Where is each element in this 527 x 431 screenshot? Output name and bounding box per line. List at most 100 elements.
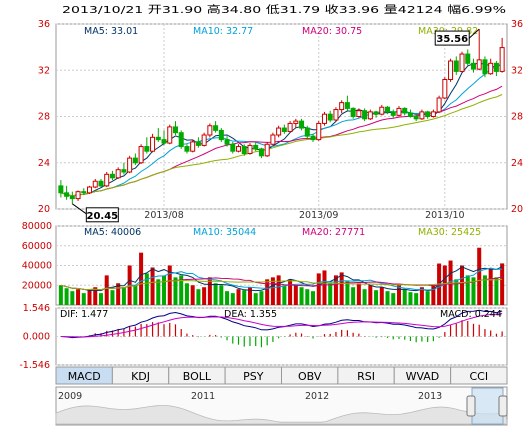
volume-bar: [460, 265, 465, 305]
volume-bar: [328, 283, 333, 305]
volume-ytick: 20000: [22, 280, 52, 291]
candle-body: [138, 146, 144, 164]
low-label: 低: [266, 3, 280, 16]
volume-bar: [179, 275, 184, 305]
volume-bar: [293, 285, 298, 305]
candle-body: [81, 191, 87, 194]
candle-body: [379, 106, 385, 115]
price-xtick: 2013/10: [425, 210, 464, 221]
volume-bar: [236, 289, 241, 305]
price-ma-label: MA10: 32.77: [193, 26, 253, 37]
volume-bar: [431, 285, 436, 305]
volume-ytick: 40000: [22, 261, 52, 272]
navigator-selection[interactable]: [471, 387, 504, 425]
volume-bar: [408, 292, 413, 305]
price-ytick-left: 36: [38, 19, 50, 30]
volume-bar: [207, 277, 212, 305]
volume-ma30-line: [60, 278, 503, 291]
volume-bar: [98, 293, 103, 305]
volume-bar: [402, 289, 407, 305]
volume-bar: [133, 285, 138, 305]
volume-bar: [116, 283, 121, 305]
tab-label: WVAD: [406, 370, 440, 383]
candle-body: [127, 157, 133, 173]
open-label: 开: [148, 5, 162, 16]
candle-body: [247, 144, 253, 154]
candle-body: [476, 59, 482, 70]
candle-body: [333, 109, 339, 121]
volume-bar: [368, 285, 373, 305]
candle-body: [155, 136, 161, 141]
candle-body: [373, 111, 379, 115]
volume-bar: [58, 285, 63, 305]
volume-bar: [110, 290, 115, 305]
open: 31.90: [162, 5, 202, 16]
price-ytick-left: 28: [38, 112, 50, 123]
candle-body: [321, 113, 327, 124]
candle-body: [310, 135, 316, 141]
candle-body: [436, 97, 442, 113]
candle-body: [385, 106, 391, 113]
candle-body: [442, 79, 448, 99]
close: 33.96: [339, 5, 379, 16]
indicator-tabs: MACD KDJ BOLL PSY OBV RSI WVAD CCI: [55, 366, 508, 385]
volume-bar: [311, 291, 316, 305]
volume-bar: [299, 287, 304, 305]
candle-body: [482, 59, 488, 75]
price-ytick-right: 32: [511, 65, 523, 76]
volume-bar: [333, 275, 338, 305]
candle-body: [207, 125, 213, 136]
candle-body: [69, 195, 75, 200]
candle-body: [465, 53, 471, 64]
tab-label: OBV: [298, 370, 322, 383]
candle-body: [150, 136, 156, 152]
macd-dif-line: [60, 309, 503, 339]
volume-bar: [442, 265, 447, 305]
volume-bar: [242, 290, 247, 305]
candle-body: [92, 180, 98, 188]
high-marker-pointer: [468, 28, 480, 39]
navigator-right-handle[interactable]: [498, 395, 508, 417]
candle-body: [190, 141, 196, 152]
price-ma-label: MA20: 30.75: [302, 26, 362, 37]
navigator-left-handle[interactable]: [466, 395, 476, 417]
volume-bar: [225, 291, 230, 305]
candle-body: [453, 60, 459, 72]
price-ma30-line: [60, 94, 503, 197]
price-ytick-left: 20: [38, 204, 50, 215]
candle-body: [299, 120, 305, 129]
low-marker-pointer: [72, 203, 87, 215]
price-ytick-right: 28: [511, 112, 523, 123]
range-navigator[interactable]: 2009 2011 2012 2013: [55, 386, 508, 426]
volume-bar: [288, 279, 293, 305]
volume-bar: [213, 283, 218, 305]
candle-body: [448, 60, 454, 80]
candle-body: [218, 129, 224, 141]
candle-body: [304, 127, 310, 137]
candle-body: [172, 126, 178, 134]
volume-bar: [391, 293, 396, 305]
close-label: 收: [325, 3, 339, 16]
candle-body: [425, 111, 431, 117]
volume-bar: [471, 277, 476, 305]
candle-body: [201, 134, 207, 146]
tab-cci[interactable]: [450, 366, 508, 385]
candle-body: [264, 143, 270, 157]
candle-body: [121, 169, 127, 173]
candle-body: [87, 186, 93, 194]
price-xtick: 2013/08: [144, 210, 183, 221]
candle-body: [253, 144, 259, 150]
high: 34.80: [221, 5, 261, 16]
volume-bar: [265, 279, 270, 305]
candle-body: [350, 107, 356, 117]
candle-body: [104, 173, 110, 187]
price-ytick-right: 20: [511, 204, 523, 215]
volume-bar: [64, 288, 69, 305]
macd-ytick: -1.546: [19, 360, 50, 371]
volume-bar: [276, 275, 281, 305]
volume-bar: [76, 289, 81, 305]
navigator-history-area: [55, 405, 508, 425]
tab-label: RSI: [357, 370, 375, 383]
